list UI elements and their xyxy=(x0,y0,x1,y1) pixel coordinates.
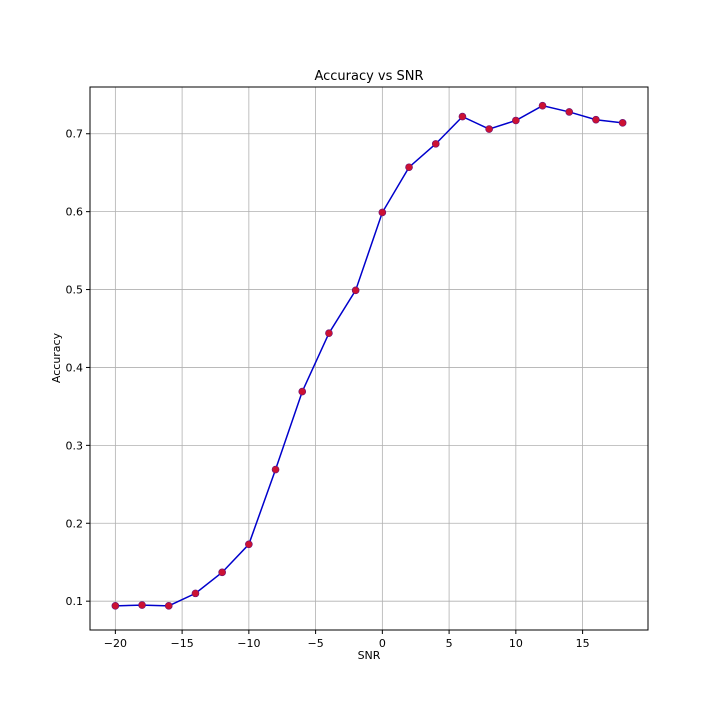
y-tick-label: 0.5 xyxy=(66,284,84,297)
plot-frame xyxy=(89,86,649,631)
y-tick-label: 0.3 xyxy=(66,439,84,452)
data-point xyxy=(405,163,413,172)
data-point xyxy=(351,286,360,295)
y-tick-label: 0.2 xyxy=(66,517,84,530)
data-point xyxy=(191,589,200,598)
data-point xyxy=(512,116,520,125)
data-point xyxy=(111,602,120,610)
x-tick-label: 0 xyxy=(379,637,386,650)
y-axis-label: Accuracy xyxy=(50,332,63,383)
x-tick-label: −10 xyxy=(237,637,260,650)
data-point xyxy=(164,602,173,610)
data-point xyxy=(378,208,387,217)
y-axis: 0.1 0.2 0.3 0.4 0.5 0.6 0.7 xyxy=(66,128,90,608)
data-point xyxy=(245,540,253,549)
data-point xyxy=(138,601,146,609)
data-point xyxy=(218,568,226,577)
data-point xyxy=(618,119,627,127)
grid xyxy=(90,87,648,630)
data-point xyxy=(431,140,440,148)
x-tick-label: 10 xyxy=(509,637,523,650)
data-point xyxy=(538,101,547,110)
x-tick-label: −15 xyxy=(171,637,194,650)
y-tick-label: 0.6 xyxy=(66,206,84,219)
x-axis: −20 −15 −10 −5 0 5 10 15 xyxy=(104,630,590,650)
x-tick-label: −5 xyxy=(307,637,323,650)
x-axis-label: SNR xyxy=(358,649,381,662)
data-point xyxy=(325,329,333,337)
data-point xyxy=(298,387,307,396)
y-tick-label: 0.1 xyxy=(66,595,84,608)
series-line xyxy=(115,104,623,607)
y-tick-label: 0.4 xyxy=(66,361,84,374)
chart-title: Accuracy vs SNR xyxy=(314,69,423,84)
y-tick-label: 0.7 xyxy=(66,128,84,141)
data-point xyxy=(592,115,600,124)
x-tick-label: −20 xyxy=(104,637,127,650)
series-line-group xyxy=(111,101,627,610)
data-point xyxy=(565,108,574,116)
x-tick-label: 15 xyxy=(576,637,590,650)
data-point xyxy=(485,125,493,133)
data-point xyxy=(458,112,467,121)
x-tick-label: 5 xyxy=(446,637,453,650)
data-point xyxy=(271,465,280,474)
